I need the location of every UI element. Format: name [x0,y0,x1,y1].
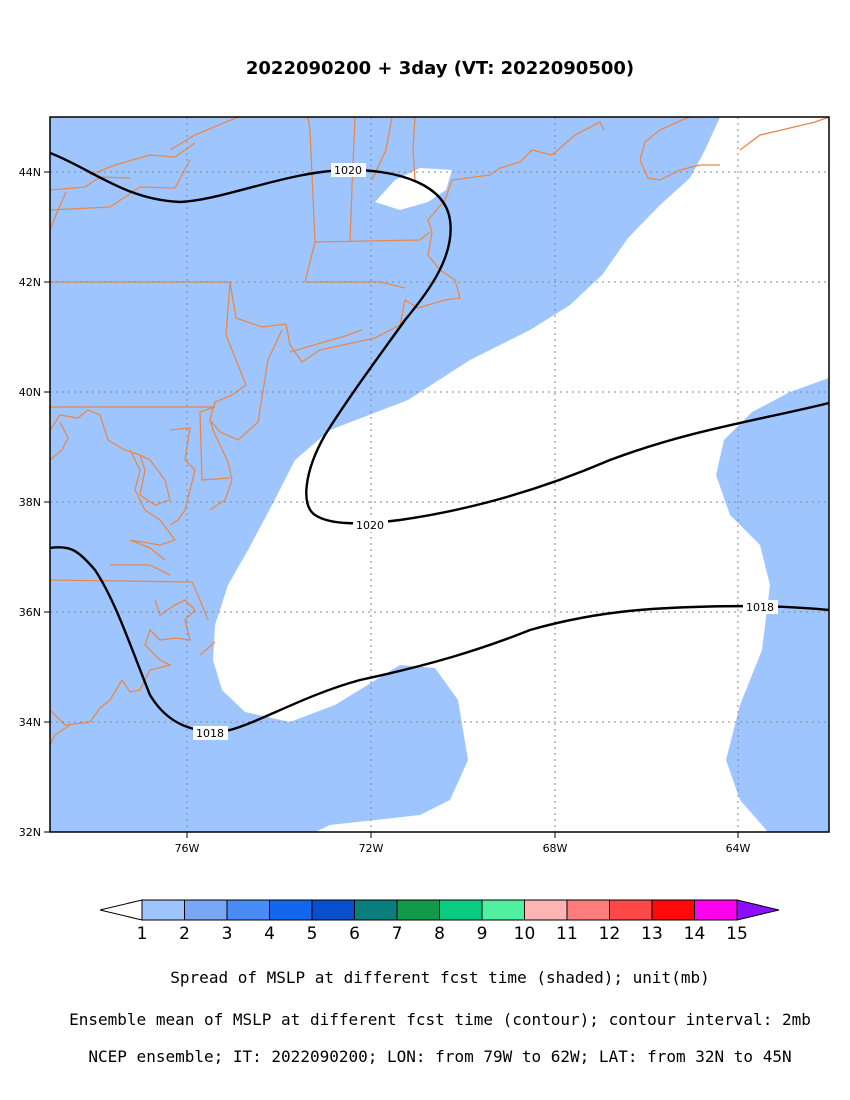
contour-label-box [193,726,228,740]
coast-line [639,117,691,161]
colorbar-box [311,899,355,921]
colorbar-box [396,899,440,921]
border-line [50,159,191,211]
border-line [169,117,239,151]
spread-area-main [50,117,720,832]
border-line [50,191,67,231]
colorbar-label: 4 [264,924,275,944]
colorbar-box [439,899,483,921]
contour-label-box [331,163,366,177]
coast-line [739,117,829,151]
colorbar-box [566,899,610,921]
caption-line-2: Ensemble mean of MSLP at different fcst … [69,1010,811,1029]
colorbar-label: 5 [307,924,318,944]
colorbar-box [184,899,228,921]
contour-label-1020-top: 1020 [334,164,362,177]
colorbar-label: 3 [222,924,233,944]
lat-label: 34N [19,716,41,729]
colorbar-box [141,899,185,921]
border-line [412,117,416,181]
colorbar-label: 1 [137,924,148,944]
border-line [110,564,171,576]
border-line [50,176,131,191]
contour-1020 [50,151,829,525]
colorbar: 1 2 3 4 5 6 7 8 9 10 11 12 13 14 15 [99,899,780,944]
colorbar-label: 10 [514,924,536,944]
caption-line-1: Spread of MSLP at different fcst time (s… [170,968,710,987]
map-frame [49,116,830,833]
colorbar-label: 15 [726,924,748,944]
border-line [371,117,393,181]
colorbar-box [694,899,738,921]
lon-label: 76W [175,842,200,855]
unshaded-hole [375,168,452,210]
caption-line-3: NCEP ensemble; IT: 2022090200; LON: from… [88,1047,792,1066]
colorbar-box [354,899,398,921]
lat-label: 42N [19,276,41,289]
contour-1018 [50,546,829,733]
contour-label-1018-left: 1018 [196,727,224,740]
lon-labels: 76W 72W 68W 64W [175,842,751,855]
coast-line [50,409,171,506]
coast-line [129,449,177,561]
colorbar-box [524,899,568,921]
coast-line [639,159,720,181]
colorbar-box [269,899,313,921]
coastlines [50,117,829,746]
lat-label: 32N [19,826,41,839]
colorbar-box [651,899,695,921]
coast-line [199,641,216,656]
colorbar-label: 8 [434,924,445,944]
coast-line [285,121,605,363]
map-title: 2022090200 + 3day (VT: 2022090500) [245,58,635,79]
colorbar-low-arrow [99,899,143,921]
colorbar-box [609,899,653,921]
lon-label: 72W [359,842,384,855]
border-line [349,117,356,243]
lat-label: 44N [19,166,41,179]
border-line [50,579,209,621]
lat-labels: 44N 42N 40N 38N 36N 34N 32N [19,166,41,839]
contour-label-box [743,600,778,614]
colorbar-label: 13 [641,924,663,944]
coast-line [289,329,363,353]
colorbar-label: 14 [684,924,706,944]
coast-line [209,281,283,441]
coast-line [50,421,69,461]
contour-label-1018-right: 1018 [746,601,774,614]
colorbar-label: 11 [556,924,578,944]
colorbar-label: 2 [179,924,190,944]
tick-marks [44,171,739,838]
coast-line [139,599,196,691]
spread-shading [50,117,829,832]
border-line [50,406,231,481]
border-line [304,117,316,283]
lat-label: 40N [19,386,41,399]
colorbar-high-arrow [736,899,780,921]
colorbar-label: 6 [349,924,360,944]
contour-lines [50,151,829,733]
colorbar-label: 7 [392,924,403,944]
lon-label: 68W [543,842,568,855]
coast-line [209,419,233,511]
lon-label: 64W [726,842,751,855]
coast-line [169,427,196,526]
colorbar-box [226,899,270,921]
colorbar-box [481,899,525,921]
border-line [89,142,196,176]
colorbar-label: 9 [477,924,488,944]
colorbar-label: 12 [599,924,621,944]
gridlines [50,117,829,832]
contour-label-box [353,518,388,532]
contour-labels: 1020 1020 1018 1018 [193,163,778,740]
coast-line [50,678,141,726]
lat-label: 36N [19,606,41,619]
lat-label: 38N [19,496,41,509]
coast-line [50,724,71,746]
contour-label-1020-bottom: 1020 [356,519,384,532]
